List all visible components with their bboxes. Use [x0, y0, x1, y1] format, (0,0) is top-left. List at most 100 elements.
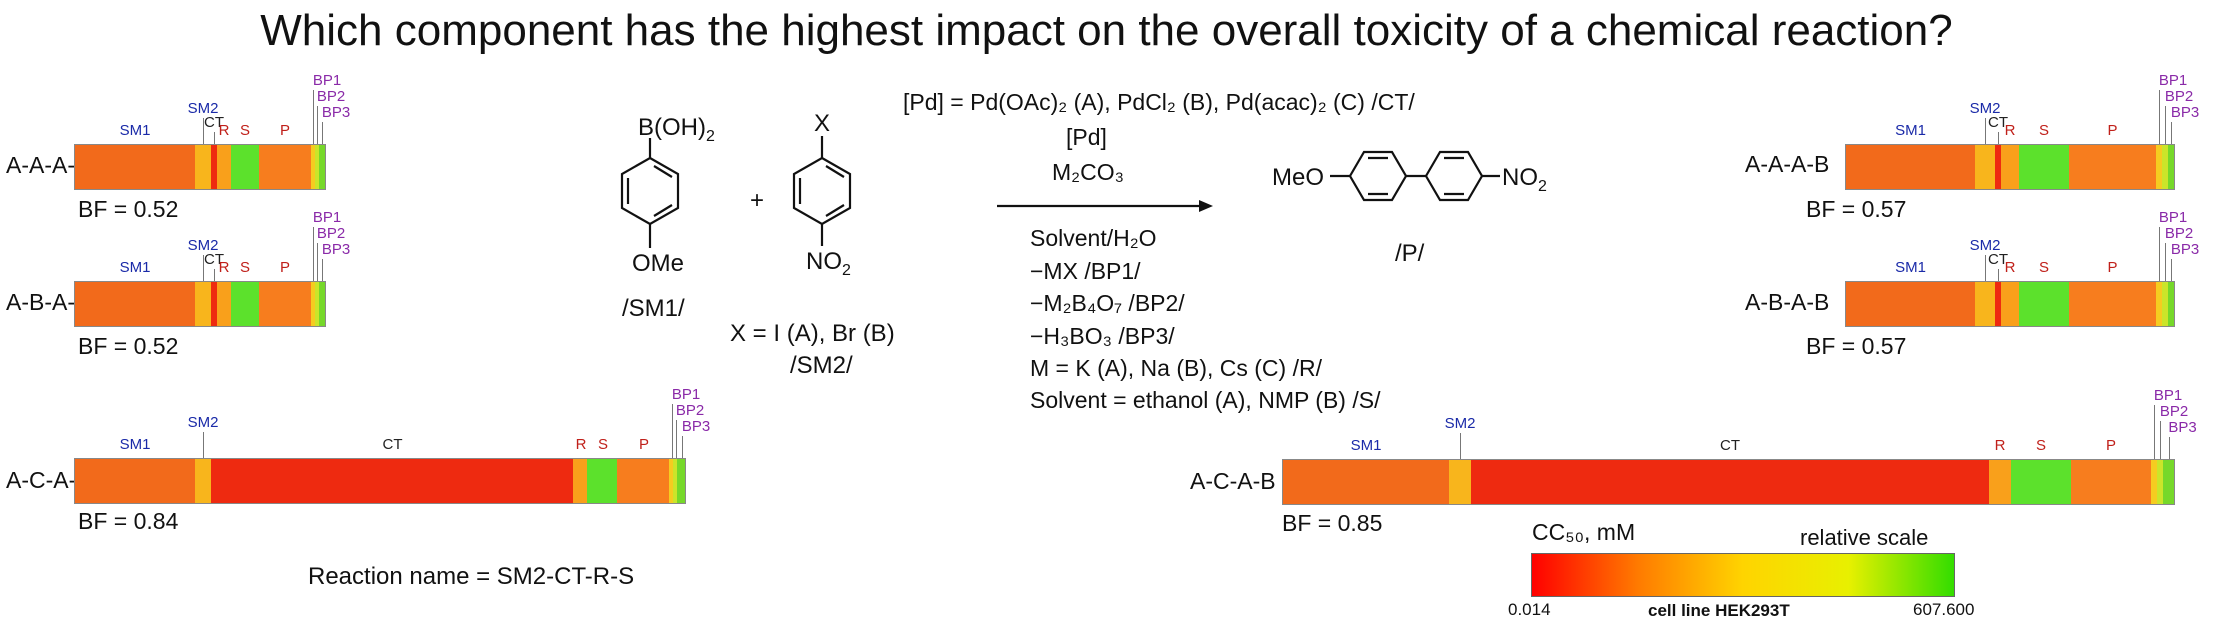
segment-tick-sm2	[1460, 433, 1461, 459]
segment-label-sm2: SM2	[187, 414, 219, 431]
segment-tick-bp2	[317, 243, 318, 281]
segment-label-ct: CT	[204, 251, 224, 268]
segment-label-sm1: SM1	[119, 436, 151, 453]
segment-p	[2068, 282, 2157, 326]
segment-tick-bp3	[322, 122, 323, 144]
segment-p	[259, 282, 311, 326]
segment-label-bp3: BP3	[2170, 104, 2200, 121]
toxicity-bar	[74, 458, 686, 504]
segment-tick-ct	[214, 269, 215, 281]
segment-r	[217, 282, 231, 326]
segment-sm1	[1283, 460, 1449, 504]
segment-tick-bp1	[2154, 405, 2155, 459]
legend-color-scale	[1531, 553, 1955, 597]
product-methoxy: MeO	[1272, 164, 1325, 191]
segment-s	[231, 282, 259, 326]
legend-title: CC₅₀, mM	[1532, 519, 1636, 545]
byproduct-bp3: −H₃BO₃ /BP3/	[1030, 323, 1175, 349]
reaction-name: A-A-A-B	[1745, 151, 1830, 177]
segment-p	[2071, 460, 2151, 504]
sm1-label: /SM1/	[622, 295, 685, 322]
segment-label-bp1: BP1	[671, 386, 701, 403]
segment-label-p: P	[2107, 122, 2118, 139]
segment-label-bp3: BP3	[321, 241, 351, 258]
segment-ct	[1471, 460, 1989, 504]
segment-label-bp1: BP1	[312, 209, 342, 226]
starting-materials-structures	[620, 136, 852, 248]
segment-tick-ct	[214, 132, 215, 144]
segment-label-ct: CT	[382, 436, 403, 453]
segment-tick-ct	[1998, 132, 1999, 144]
segment-bp3	[319, 145, 325, 189]
segment-label-s: S	[597, 436, 609, 453]
bf-value: BF = 0.52	[78, 196, 179, 222]
segment-label-bp1: BP1	[2158, 72, 2188, 89]
segment-ct	[211, 145, 217, 189]
segment-s	[2018, 282, 2069, 326]
segment-label-sm1: SM1	[1895, 259, 1926, 276]
segment-label-bp3: BP3	[681, 418, 711, 435]
legend-max: 607.600	[1913, 600, 1975, 619]
segment-s	[231, 145, 259, 189]
segment-tick-bp2	[317, 106, 318, 144]
segment-bp1	[311, 282, 315, 326]
segment-sm1	[75, 145, 195, 189]
segment-label-sm2: SM2	[187, 237, 219, 254]
sm2-nitro: NO2	[806, 248, 851, 279]
bf-value: BF = 0.85	[1282, 510, 1383, 536]
toxicity-bar	[74, 281, 326, 327]
segment-tick-bp3	[682, 436, 683, 458]
segment-label-ct: CT	[1988, 114, 2008, 131]
segment-sm2	[195, 145, 211, 189]
segment-label-bp1: BP1	[2158, 209, 2188, 226]
solvent-options: Solvent = ethanol (A), NMP (B) /S/	[1030, 387, 1381, 413]
segment-label-s: S	[2038, 122, 2050, 139]
segment-label-sm1: SM1	[1895, 122, 1926, 139]
segment-tick-bp1	[672, 404, 673, 458]
segment-sm2	[195, 282, 211, 326]
segment-label-ct: CT	[1720, 437, 1740, 454]
segment-label-bp2: BP2	[2159, 403, 2189, 420]
segment-label-sm1: SM1	[119, 122, 151, 139]
segment-ct	[210, 459, 574, 503]
reaction-name: A-B-A-B	[1745, 289, 1830, 315]
segment-label-sm2: SM2	[1444, 415, 1476, 432]
pd-label: [Pd]	[1066, 124, 1107, 150]
segment-label-sm2: SM2	[1969, 237, 2001, 254]
segment-tick-ct	[1998, 269, 1999, 281]
segment-tick-bp2	[676, 420, 677, 458]
segment-bp2	[2162, 282, 2169, 326]
bf-value: BF = 0.84	[78, 508, 179, 534]
segment-tick-sm2	[1985, 118, 1986, 144]
benzene-ring-product-2	[1424, 150, 1484, 202]
segment-label-s: S	[239, 259, 251, 276]
segment-label-bp2: BP2	[675, 402, 705, 419]
segment-p	[259, 145, 311, 189]
segment-label-bp2: BP2	[2164, 88, 2194, 105]
segment-s	[2011, 460, 2071, 504]
segment-bp2	[673, 459, 678, 503]
segment-label-r: R	[575, 436, 587, 453]
segment-label-sm2: SM2	[187, 100, 219, 117]
segment-bp1	[2151, 460, 2157, 504]
segment-tick-bp2	[2165, 106, 2166, 144]
segment-bp3	[2163, 460, 2174, 504]
segment-label-bp2: BP2	[316, 225, 346, 242]
segment-label-r: R	[218, 122, 230, 139]
segment-tick-bp1	[313, 227, 314, 281]
segment-sm1	[1846, 145, 1976, 189]
product-label: /P/	[1395, 240, 1425, 267]
segment-label-bp1: BP1	[2153, 387, 2183, 404]
solvent-water: Solvent/H₂O	[1030, 225, 1157, 251]
segment-sm2	[1975, 145, 1996, 189]
byproduct-bp1: −MX /BP1/	[1030, 258, 1141, 284]
segment-tick-bp2	[2165, 243, 2166, 281]
segment-label-bp2: BP2	[316, 88, 346, 105]
segment-label-bp2: BP2	[2164, 225, 2194, 242]
toxicity-bar	[1282, 459, 2175, 505]
segment-sm2	[1975, 282, 1996, 326]
sm1-boronic-acid: B(OH)2	[638, 114, 715, 145]
segment-tick-bp3	[322, 259, 323, 281]
segment-label-s: S	[239, 122, 251, 139]
segment-label-p: P	[2105, 437, 2117, 454]
